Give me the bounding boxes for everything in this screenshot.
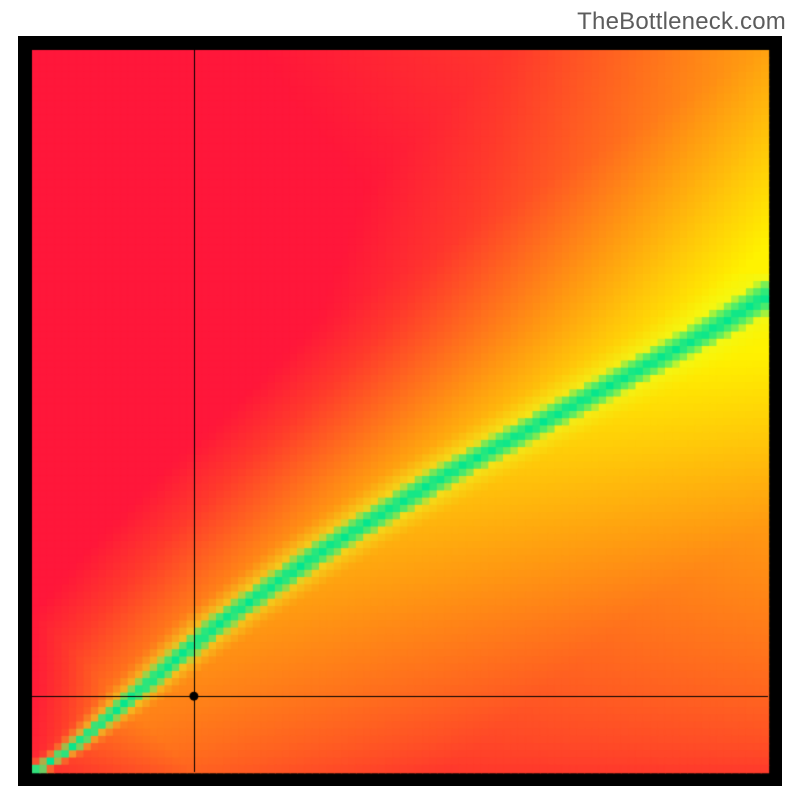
bottleneck-heatmap [18, 36, 782, 786]
chart-container: TheBottleneck.com [0, 0, 800, 800]
watermark-text: TheBottleneck.com [577, 8, 786, 36]
chart-frame [18, 36, 782, 786]
